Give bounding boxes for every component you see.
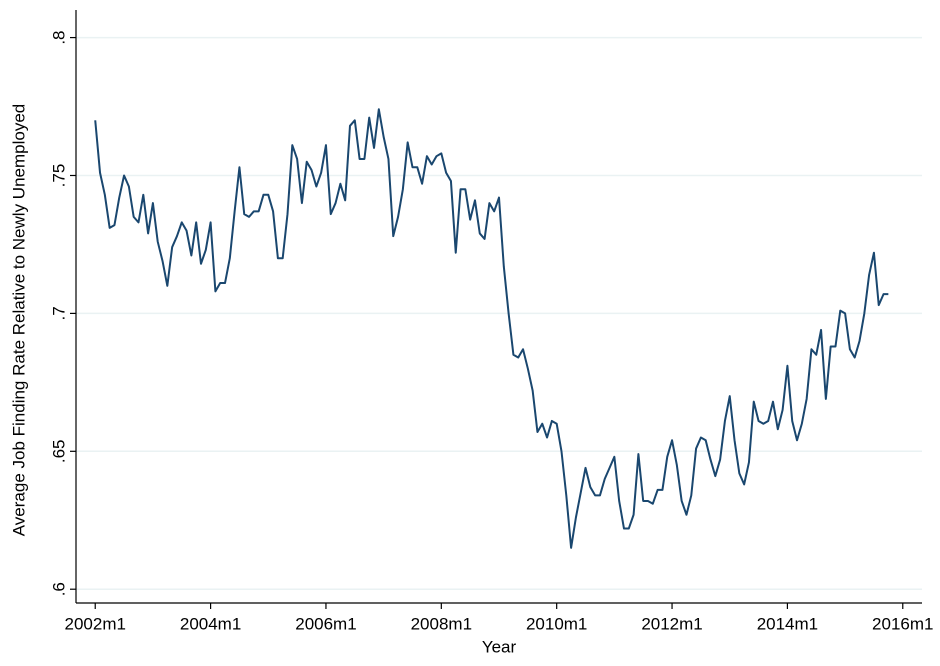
y-tick-label: .65 — [49, 439, 68, 463]
x-tick-label: 2012m1 — [641, 614, 702, 633]
x-tick-label: 2002m1 — [65, 614, 126, 633]
x-tick-label: 2016m1 — [872, 614, 933, 633]
y-tick-label: .6 — [49, 582, 68, 596]
y-axis-title: Average Job Finding Rate Relative to New… — [9, 104, 28, 536]
x-tick-label: 2004m1 — [180, 614, 241, 633]
x-tick-label: 2008m1 — [411, 614, 472, 633]
y-tick-label: .8 — [49, 30, 68, 44]
data-line — [94, 108, 889, 549]
y-tick-label: .7 — [49, 306, 68, 320]
x-tick-label: 2006m1 — [295, 614, 356, 633]
x-tick-label: 2010m1 — [526, 614, 587, 633]
x-tick-label: 2014m1 — [757, 614, 818, 633]
x-axis-title: Year — [482, 637, 517, 656]
y-tick-label: .75 — [49, 164, 68, 188]
